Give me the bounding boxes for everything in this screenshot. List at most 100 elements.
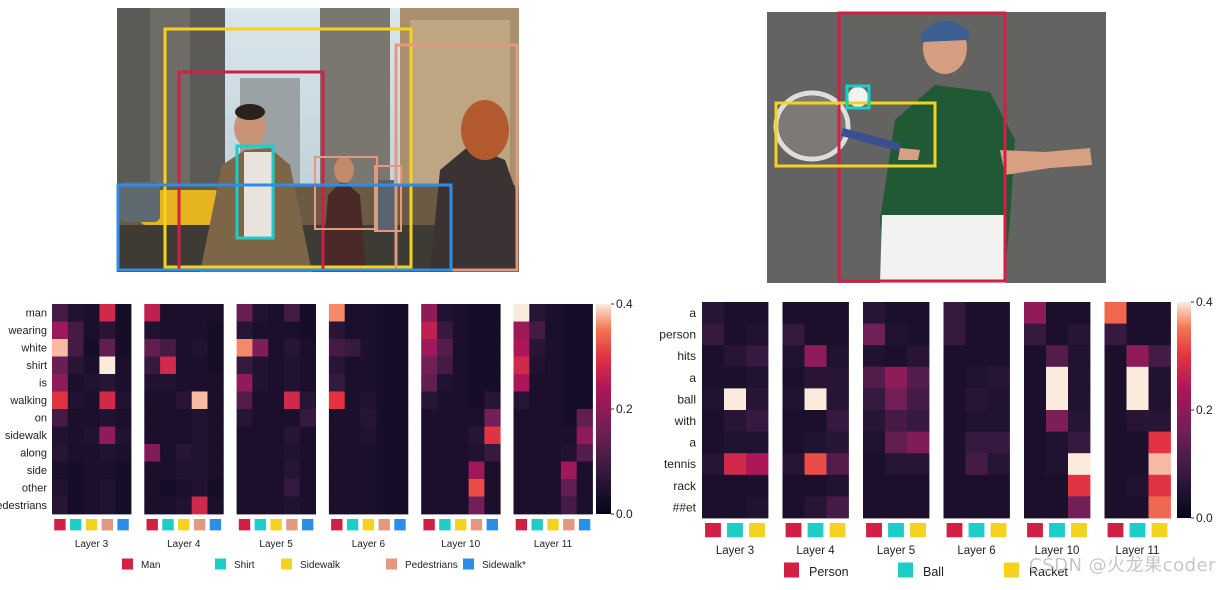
heatmap-cell xyxy=(376,391,393,410)
heatmap-cell xyxy=(437,409,454,427)
heatmap-cell xyxy=(67,321,84,340)
heatmap-cell xyxy=(392,321,409,340)
heatmap-cell xyxy=(207,321,224,340)
heatmap-cell xyxy=(175,496,193,515)
heatmap-cell xyxy=(965,388,988,411)
heatmap-cell xyxy=(826,496,849,519)
heatmap-cell xyxy=(299,496,316,515)
heatmap-cell xyxy=(1126,474,1149,497)
heatmap-panel-right: a person hits a ball with a tennis rack ##et Layer… xyxy=(659,295,1213,579)
heatmap-cell xyxy=(392,496,409,515)
heatmap-cell xyxy=(421,321,438,340)
heatmap-cell xyxy=(782,474,805,497)
heatmap-cell xyxy=(83,426,100,445)
heatmap-cell xyxy=(1148,496,1171,519)
heatmap-cell xyxy=(702,453,725,476)
heatmap-cell xyxy=(268,496,285,515)
heatmap-cell xyxy=(545,479,562,497)
heatmap-cell xyxy=(987,302,1010,324)
heatmap-cell xyxy=(284,479,301,497)
heatmap-cell xyxy=(724,366,747,389)
heatmap-cell xyxy=(236,391,253,410)
heatmap-cell xyxy=(907,474,930,497)
column-chip xyxy=(1151,523,1168,538)
legend-swatch xyxy=(386,558,397,570)
heatmap-cell xyxy=(175,339,193,357)
heatmap-cell xyxy=(144,391,161,410)
heatmap-cell xyxy=(268,356,285,375)
heatmap-cell xyxy=(804,388,827,411)
heatmap-cell xyxy=(160,321,177,340)
heatmap-cell xyxy=(284,374,301,392)
column-chip xyxy=(378,519,390,531)
heatmap-cell xyxy=(452,374,469,392)
heatmap-cell xyxy=(484,356,501,375)
layer-heatmap: Layer 4 xyxy=(782,302,849,557)
heatmap-cell xyxy=(468,479,485,497)
heatmap-cell xyxy=(826,453,849,476)
heatmap-cell xyxy=(67,461,84,480)
heatmap-cell xyxy=(83,409,100,427)
heatmap-cell xyxy=(804,496,827,519)
heatmap-cell xyxy=(268,444,285,462)
heatmap-cell xyxy=(943,453,966,476)
column-chip xyxy=(486,519,498,531)
heatmap-cell xyxy=(421,391,438,410)
heatmap-cell xyxy=(863,496,886,519)
heatmap-cell xyxy=(52,496,69,515)
heatmap-cell xyxy=(1104,453,1127,476)
heatmap-cell xyxy=(943,431,966,454)
heatmap-cell xyxy=(746,496,769,519)
heatmap-cell xyxy=(52,426,69,445)
heatmap-cell xyxy=(344,339,361,357)
heatmap-cell xyxy=(392,356,409,375)
heatmap-cell xyxy=(144,339,161,357)
heatmap-cell xyxy=(1068,323,1091,346)
heatmap-cell xyxy=(191,339,208,357)
legend-label: Person xyxy=(809,565,849,579)
heatmap-cell xyxy=(207,391,224,410)
column-chip xyxy=(455,519,467,531)
heatmap-cell xyxy=(943,410,966,432)
heatmap-cell xyxy=(52,374,69,392)
heatmap-cell xyxy=(83,461,100,480)
heatmap-cell xyxy=(236,321,253,340)
heatmap-cell xyxy=(907,345,930,368)
heatmap-cell xyxy=(160,461,177,480)
legend-swatch xyxy=(281,558,292,570)
heatmap-cell xyxy=(67,409,84,427)
heatmap-cell xyxy=(160,426,177,445)
column-chip xyxy=(705,523,721,538)
layer-label: Layer 5 xyxy=(877,545,915,557)
heatmap-cell xyxy=(826,302,849,324)
heatmap-cell xyxy=(1068,410,1091,432)
heatmap-cell xyxy=(207,496,224,515)
heatmap-cell xyxy=(191,356,208,375)
heatmap-cell xyxy=(376,461,393,480)
heatmap-cell xyxy=(376,444,393,462)
heatmap-cell xyxy=(1024,410,1047,432)
heatmap-cell xyxy=(83,321,100,340)
heatmap-cell xyxy=(1148,388,1171,411)
tennis-bounding-boxes xyxy=(774,11,1007,283)
heatmap-cell xyxy=(1126,323,1149,346)
heatmap-cell xyxy=(545,391,562,410)
street-photo xyxy=(117,8,519,272)
heatmap-cell xyxy=(885,496,908,519)
heatmap-cell xyxy=(360,496,377,515)
heatmap-cell xyxy=(392,374,409,392)
heatmap-cell xyxy=(175,391,193,410)
heatmap-cell xyxy=(175,409,193,427)
heatmap-cell xyxy=(421,479,438,497)
heatmap-cell xyxy=(863,431,886,454)
heatmap-cell xyxy=(468,304,485,322)
column-chip xyxy=(1027,523,1043,538)
heatmap-cell xyxy=(99,426,116,445)
heatmap-panel-left: man wearing white shirt is walking on sidewalk a… xyxy=(0,297,633,571)
heatmap-cell xyxy=(724,496,747,519)
column-chip xyxy=(117,519,129,531)
heatmap-cell xyxy=(52,409,69,427)
heatmap-cell xyxy=(1126,366,1149,389)
heatmap-cell xyxy=(702,323,725,346)
